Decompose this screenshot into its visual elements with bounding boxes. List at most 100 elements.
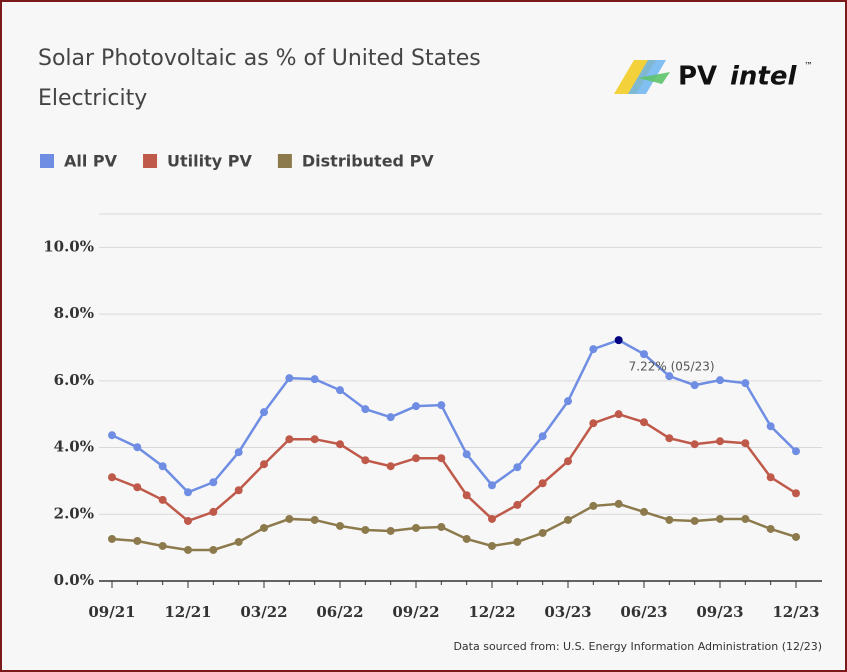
data-point — [665, 515, 674, 524]
legend-swatch — [143, 154, 158, 168]
data-point — [513, 537, 522, 546]
data-point — [234, 486, 243, 495]
data-point — [513, 463, 522, 472]
logo-text: intel — [730, 62, 797, 92]
data-point — [336, 440, 344, 449]
data-point — [538, 432, 547, 441]
data-point — [741, 439, 750, 448]
legend-label: Utility PV — [167, 152, 252, 171]
data-point — [589, 345, 598, 354]
data-point — [741, 379, 750, 388]
data-point — [538, 528, 547, 537]
data-point — [260, 408, 268, 417]
x-tick-label: 03/23 — [544, 603, 591, 621]
legend-label: All PV — [64, 152, 118, 171]
data-point — [108, 534, 116, 543]
data-point — [792, 489, 800, 498]
data-point — [513, 500, 522, 509]
x-tick-label: 09/21 — [88, 603, 135, 621]
data-point — [766, 473, 775, 482]
data-point — [716, 514, 724, 523]
data-point — [437, 522, 446, 531]
y-tick-label: 10.0% — [43, 237, 94, 255]
data-point — [716, 376, 724, 385]
data-point — [361, 456, 370, 465]
series-line — [111, 338, 797, 494]
data-point — [614, 499, 623, 508]
legend-swatch — [40, 154, 54, 168]
data-point — [488, 514, 496, 523]
data-point — [690, 381, 699, 390]
data-point — [184, 488, 192, 497]
x-tick-label: 03/22 — [240, 603, 287, 621]
legend-swatch — [277, 154, 292, 168]
data-point — [260, 523, 268, 532]
data-point — [640, 418, 648, 427]
data-point — [665, 372, 674, 381]
chart-title: Solar Photovoltaic as % of United States — [38, 46, 481, 71]
data-point — [184, 516, 192, 525]
data-point — [766, 524, 775, 533]
data-point — [133, 443, 142, 452]
data-point — [361, 405, 370, 414]
data-point — [336, 386, 344, 395]
data-point — [133, 536, 142, 545]
logo-shape — [638, 72, 670, 84]
data-point — [133, 483, 142, 492]
data-point — [640, 350, 648, 359]
data-point — [412, 402, 420, 411]
data-point — [766, 422, 775, 431]
x-tick-label: 09/22 — [392, 603, 439, 621]
data-point — [690, 516, 699, 525]
data-point — [209, 507, 218, 516]
data-point — [462, 491, 471, 500]
data-point — [285, 514, 294, 523]
data-point — [285, 435, 294, 444]
x-tick-label: 12/22 — [468, 603, 515, 621]
data-point — [437, 454, 446, 463]
data-point — [589, 501, 598, 510]
data-point — [158, 495, 167, 504]
data-point — [564, 457, 572, 466]
data-point — [260, 460, 268, 469]
x-tick-label: 12/21 — [164, 603, 211, 621]
data-point — [108, 431, 116, 440]
data-point — [741, 514, 750, 523]
data-point — [792, 532, 800, 541]
data-point — [412, 454, 420, 463]
y-tick-label: 8.0% — [54, 304, 94, 322]
source-note: Data sourced from: U.S. Energy Informati… — [453, 640, 822, 653]
legend-label: Distributed PV — [302, 152, 434, 171]
y-tick-label: 2.0% — [54, 504, 94, 522]
y-tick-label: 0.0% — [54, 571, 94, 589]
data-point — [614, 410, 623, 419]
data-point — [310, 515, 319, 524]
data-point — [386, 462, 395, 471]
data-point — [792, 447, 800, 456]
data-point — [310, 435, 319, 444]
data-point — [665, 434, 674, 443]
y-tick-label: 6.0% — [54, 371, 94, 389]
data-point — [716, 437, 724, 446]
data-point — [386, 413, 395, 422]
data-point — [462, 450, 471, 459]
data-point — [285, 374, 294, 383]
data-point — [158, 462, 167, 471]
data-point — [234, 448, 243, 457]
data-point — [437, 401, 446, 410]
data-point — [209, 545, 218, 554]
data-point — [614, 336, 623, 345]
data-point — [488, 541, 496, 550]
data-point — [310, 375, 319, 384]
series-line — [111, 502, 797, 552]
data-point — [234, 537, 243, 546]
data-point — [564, 397, 572, 406]
data-point — [412, 523, 420, 532]
x-tick-label: 06/22 — [316, 603, 363, 621]
data-point — [108, 473, 116, 482]
logo-text: PV — [678, 62, 717, 92]
data-point — [690, 440, 699, 449]
data-point — [184, 545, 192, 554]
